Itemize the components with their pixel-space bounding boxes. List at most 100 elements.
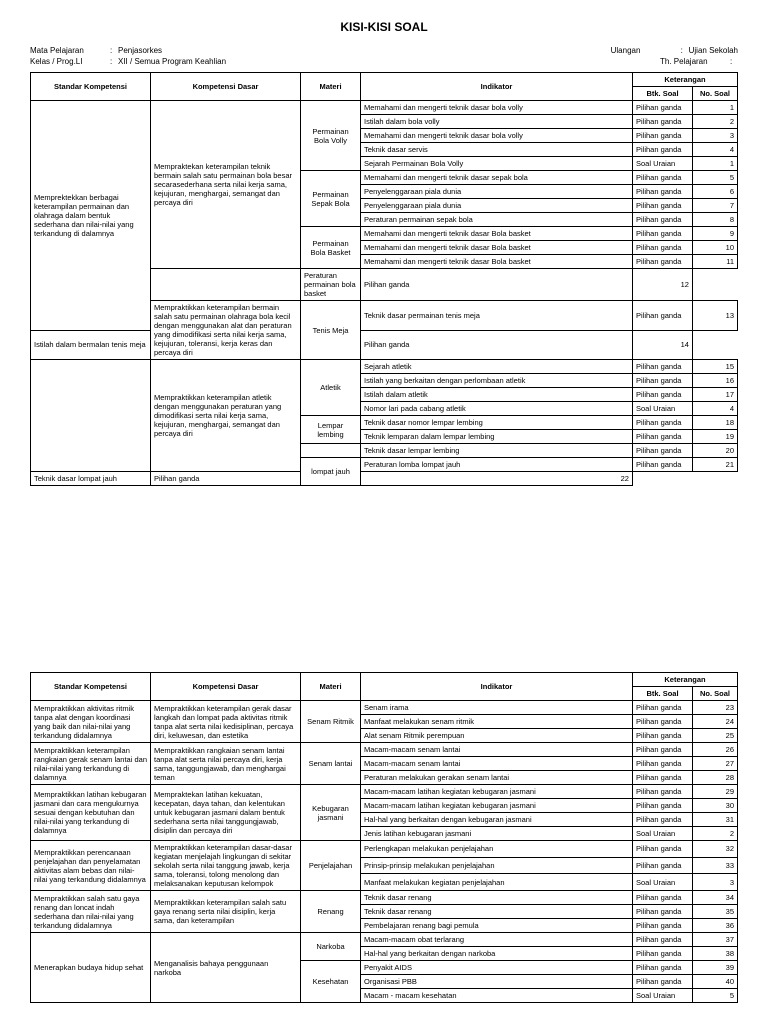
cell-no: 21 (692, 458, 737, 472)
cell-btk: Pilihan ganda (361, 269, 633, 301)
meta-label: Ulangan (611, 46, 681, 55)
cell-indikator: Hal-hal yang berkaitan dengan narkoba (361, 947, 633, 961)
cell-btk: Pilihan ganda (632, 101, 692, 115)
th-kd: Kompetensi Dasar (151, 73, 301, 101)
cell-no: 7 (692, 199, 737, 213)
th-materi: Materi (301, 73, 361, 101)
page-gap (30, 486, 738, 666)
cell-indikator: Penyelenggaraan piala dunia (361, 185, 633, 199)
cell-indikator: Teknik dasar lempar lembing (361, 444, 633, 458)
cell-btk: Pilihan ganda (632, 771, 692, 785)
kisi-table-2: Standar Kompetensi Kompetensi Dasar Mate… (30, 672, 738, 1003)
table-row: Mempraktikkan salah satu gaya renang dan… (31, 891, 738, 905)
cell-no: 27 (692, 757, 737, 771)
cell-no: 15 (692, 360, 737, 374)
cell-btk: Pilihan ganda (632, 143, 692, 157)
th-btk: Btk. Soal (632, 687, 692, 701)
cell-btk: Pilihan ganda (632, 891, 692, 905)
th-sk: Standar Kompetensi (31, 73, 151, 101)
table-row: Mempraktikkan keterampilan rangkaian ger… (31, 743, 738, 757)
cell-btk: Pilihan ganda (151, 472, 301, 486)
cell-indikator: Manfaat melakukan senam ritmik (361, 715, 633, 729)
cell-no: 33 (692, 857, 737, 874)
cell-indikator: Istilah dalam atletik (361, 388, 633, 402)
cell-indikator: Jenis latihan kebugaran jasmani (361, 827, 633, 841)
cell-indikator: Istilah yang berkaitan dengan perlombaan… (361, 374, 633, 388)
cell-materi: Tenis Meja (301, 301, 361, 360)
th-ket: Keterangan (632, 73, 737, 87)
cell-sk: Mempraktikkan salah satu gaya renang dan… (31, 891, 151, 933)
cell-btk: Pilihan ganda (632, 199, 692, 213)
cell-indikator: Macam-macam latihan kegiatan kebugaran j… (361, 785, 633, 799)
cell-materi: Kesehatan (301, 961, 361, 1003)
cell-indikator: Teknik lemparan dalam lempar lembing (361, 430, 633, 444)
meta-label: Th. Pelajaran (660, 57, 730, 66)
cell-btk: Pilihan ganda (632, 444, 692, 458)
cell-no: 1 (692, 101, 737, 115)
cell-btk: Pilihan ganda (632, 975, 692, 989)
cell-no: 18 (692, 416, 737, 430)
cell-btk: Pilihan ganda (632, 458, 692, 472)
th-no: No. Soal (692, 687, 737, 701)
table-body: Mempraktikkan aktivitas ritmik tanpa ala… (31, 701, 738, 1003)
cell-indikator: Prinsip-prinsip melakukan penjelajahan (361, 857, 633, 874)
cell-btk: Pilihan ganda (632, 785, 692, 799)
table-row: Teknik dasar lompat jauhPilihan ganda22 (31, 472, 738, 486)
cell-indikator: Teknik dasar nomor lempar lembing (361, 416, 633, 430)
cell-materi (151, 269, 301, 301)
meta-value: Penjasorkes (118, 46, 162, 55)
cell-kd: Menganalisis bahaya penggunaan narkoba (151, 933, 301, 1003)
cell-no: 13 (692, 301, 737, 331)
cell-no: 9 (692, 227, 737, 241)
th-indikator: Indikator (361, 673, 633, 701)
cell-sk: Mempraktikkan aktivitas ritmik tanpa ala… (31, 701, 151, 743)
cell-materi: Kebugaran jasmani (301, 785, 361, 841)
th-sk: Standar Kompetensi (31, 673, 151, 701)
cell-btk: Pilihan ganda (632, 185, 692, 199)
cell-no: 37 (692, 933, 737, 947)
cell-indikator: Memahami dan mengerti teknik dasar Bola … (361, 227, 633, 241)
cell-btk: Pilihan ganda (632, 729, 692, 743)
cell-indikator: Teknik dasar permainan tenis meja (361, 301, 633, 331)
cell-kd: Mempraktekan latihan kekuatan, kecepatan… (151, 785, 301, 841)
meta-value: Ujian Sekolah (689, 46, 738, 55)
cell-kd: Mempraktikkan rangkaian senam lantai tan… (151, 743, 301, 785)
cell-btk: Pilihan ganda (632, 947, 692, 961)
cell-no: 29 (692, 785, 737, 799)
cell-indikator: Macam-macam senam lantai (361, 743, 633, 757)
table-body: Memprektekkan berbagai keterampilan perm… (31, 101, 738, 486)
cell-materi: Penjelajahan (301, 841, 361, 891)
th-materi: Materi (301, 673, 361, 701)
cell-btk: Pilihan ganda (632, 701, 692, 715)
meta-label: Mata Pelajaran (30, 46, 110, 55)
cell-no: 3 (692, 129, 737, 143)
cell-no: 20 (692, 444, 737, 458)
cell-no: 4 (692, 143, 737, 157)
table-head: Standar Kompetensi Kompetensi Dasar Mate… (31, 73, 738, 101)
cell-btk: Pilihan ganda (632, 757, 692, 771)
cell-btk: Pilihan ganda (632, 905, 692, 919)
cell-btk: Pilihan ganda (632, 227, 692, 241)
cell-no: 28 (692, 771, 737, 785)
cell-no: 11 (692, 255, 737, 269)
cell-btk: Soal Uraian (632, 827, 692, 841)
cell-kd: Mempraktikkan keterampilan dasar-dasar k… (151, 841, 301, 891)
cell-btk: Pilihan ganda (632, 255, 692, 269)
cell-btk: Soal Uraian (632, 989, 692, 1003)
cell-kd: Mempraktekan keterampilan teknik bermain… (151, 101, 301, 269)
cell-indikator: Memahami dan mengerti teknik dasar Bola … (361, 255, 633, 269)
cell-materi: Atletik (301, 360, 361, 416)
cell-no: 6 (692, 185, 737, 199)
cell-indikator: Macam-macam obat terlarang (361, 933, 633, 947)
cell-btk: Pilihan ganda (632, 799, 692, 813)
cell-no: 12 (632, 269, 692, 301)
cell-kd: Mempraktikkan keterampilan gerak dasar l… (151, 701, 301, 743)
cell-indikator: Istilah dalam bola volly (361, 115, 633, 129)
table-row: Memprektekkan berbagai keterampilan perm… (31, 101, 738, 115)
cell-indikator: Teknik dasar lompat jauh (31, 472, 151, 486)
meta-colon: : (730, 57, 738, 66)
cell-btk: Pilihan ganda (632, 961, 692, 975)
cell-materi: Permainan Bola Basket (301, 227, 361, 269)
cell-indikator: Istilah dalam bermalan tenis meja (31, 330, 151, 360)
th-btk: Btk. Soal (632, 87, 692, 101)
